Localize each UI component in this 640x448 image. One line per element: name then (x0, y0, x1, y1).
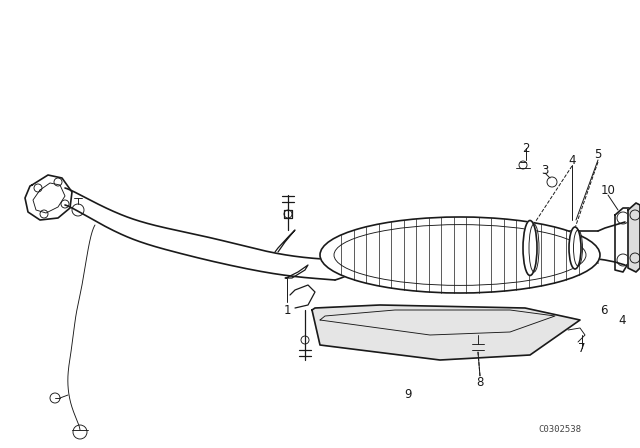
Text: 1: 1 (284, 303, 291, 316)
Text: 4: 4 (618, 314, 626, 327)
Text: 2: 2 (522, 142, 530, 155)
Ellipse shape (320, 217, 600, 293)
Polygon shape (312, 305, 580, 360)
Ellipse shape (523, 220, 537, 276)
Text: 5: 5 (595, 148, 602, 161)
Text: 9: 9 (404, 388, 412, 401)
Text: 8: 8 (476, 375, 484, 388)
Text: C0302538: C0302538 (538, 426, 582, 435)
Text: 6: 6 (600, 303, 608, 316)
Polygon shape (628, 203, 640, 272)
Text: 7: 7 (579, 341, 586, 354)
Text: 10: 10 (600, 184, 616, 197)
Text: 4: 4 (568, 154, 576, 167)
Text: 3: 3 (541, 164, 548, 177)
Ellipse shape (569, 227, 581, 269)
